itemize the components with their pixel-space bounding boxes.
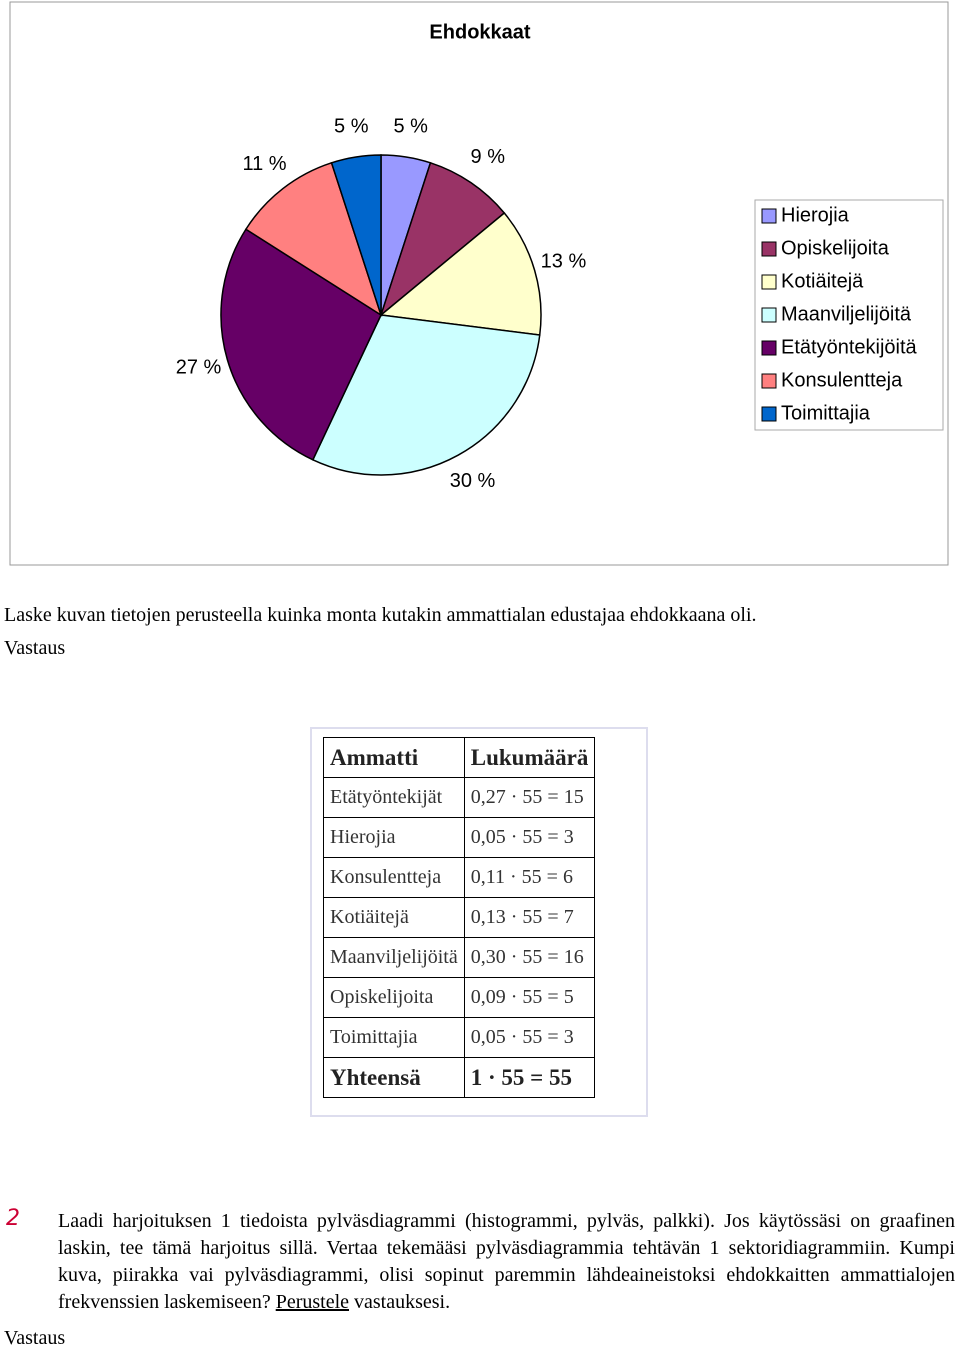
table-cell: Toimittajia — [323, 1017, 465, 1058]
legend-label: Etätyöntekijöitä — [781, 336, 918, 358]
answer-label: Vastaus — [4, 637, 66, 659]
legend-swatch — [761, 373, 777, 389]
data-label: 5 % — [334, 116, 369, 138]
table-cell: 0,13 · 55 = 7 — [463, 897, 596, 938]
table-cell: 0,11 · 55 = 6 — [463, 857, 596, 898]
table-row: Maanviljelijöitä 0,30 · 55 = 16 — [323, 937, 596, 978]
table-cell: Opiskelijoita — [323, 977, 465, 1018]
exercise-text: Laadi harjoituksen 1 tiedoista pylväsdia… — [58, 1208, 955, 1316]
text: Laadi harjoituksen 1 tiedoista pylväsdia… — [58, 1210, 955, 1313]
table-row: Konsulentteja 0,11 · 55 = 6 — [323, 857, 596, 898]
table-cell: Kotiäitejä — [323, 897, 465, 938]
legend-swatch — [761, 208, 777, 224]
text: vastauksesi. — [349, 1291, 451, 1313]
data-label: 9 % — [471, 146, 506, 168]
table-cell: Lukumäärä — [463, 737, 596, 778]
data-label: 5 % — [393, 116, 428, 138]
exercise-number: 2 — [6, 1206, 20, 1231]
legend-label: Opiskelijoita — [781, 237, 890, 259]
question: Laske kuvan tietojen perusteella kuinka … — [4, 604, 757, 626]
pie-slice — [379, 211, 542, 336]
table-cell: Etätyöntekijät — [323, 777, 465, 818]
table-cell: 0,05 · 55 = 3 — [463, 817, 596, 858]
legend-swatch — [761, 274, 777, 290]
table-cell: 0,05 · 55 = 3 — [463, 1017, 596, 1058]
legend-label: Kotiäitejä — [781, 270, 864, 292]
pie-slice — [220, 228, 382, 461]
data-label: 30 % — [450, 470, 496, 492]
legend-swatch — [761, 340, 777, 356]
pie-slice — [330, 154, 382, 316]
legend-label: Maanviljelijöitä — [781, 303, 912, 325]
table-row: Toimittajia 0,05 · 55 = 3 — [323, 1017, 596, 1058]
legend-frame — [754, 199, 944, 431]
table-row: Hierojia 0,05 · 55 = 3 — [323, 817, 596, 858]
table-row: Opiskelijoita 0,09 · 55 = 5 — [323, 977, 596, 1018]
data-label: 27 % — [176, 356, 222, 378]
table-row: Kotiäitejä 0,13 · 55 = 7 — [323, 897, 596, 938]
table-row: Yhteensä 1 · 55 = 55 — [323, 1057, 596, 1098]
table-cell: 0,30 · 55 = 16 — [463, 937, 596, 978]
chart-title: Ehdokkaat — [429, 21, 530, 43]
table: Ammatti Lukumäärä Etätyöntekijät 0,27 · 55 … — [323, 737, 596, 1098]
table-cell: 1 · 55 = 55 — [463, 1057, 596, 1098]
table-cell: 0,27 · 55 = 15 — [463, 777, 596, 818]
text: Perustele — [275, 1291, 350, 1313]
table-cell: Ammatti — [323, 737, 465, 778]
data-label: 11 % — [242, 153, 286, 175]
answer-label: Vastaus — [4, 1327, 66, 1349]
table-row: Ammatti Lukumäärä — [323, 737, 596, 778]
legend-swatch — [761, 406, 777, 422]
legend-label: Hierojia — [781, 204, 850, 226]
table-cell: Yhteensä — [323, 1057, 465, 1098]
data-label: 13 % — [541, 250, 587, 272]
table-row: Etätyöntekijät 0,27 · 55 = 15 — [323, 777, 596, 818]
legend-swatch — [761, 241, 777, 257]
pie-slice — [311, 314, 541, 476]
pie-slice — [379, 161, 506, 318]
pie-slice — [244, 161, 383, 317]
legend-label: Konsulentteja — [781, 369, 903, 391]
table-frame — [310, 727, 648, 1117]
chart: Ehdokkaat 5 % Hierojia 9 % Opiskelijoita 13 … — [9, 1, 949, 566]
table-cell: Konsulentteja — [323, 857, 465, 898]
table-cell: Hierojia — [323, 817, 465, 858]
legend-swatch — [761, 307, 777, 323]
legend-label: Toimittajia — [781, 402, 871, 424]
table-cell: Maanviljelijöitä — [323, 937, 465, 978]
table-cell: 0,09 · 55 = 5 — [463, 977, 596, 1018]
